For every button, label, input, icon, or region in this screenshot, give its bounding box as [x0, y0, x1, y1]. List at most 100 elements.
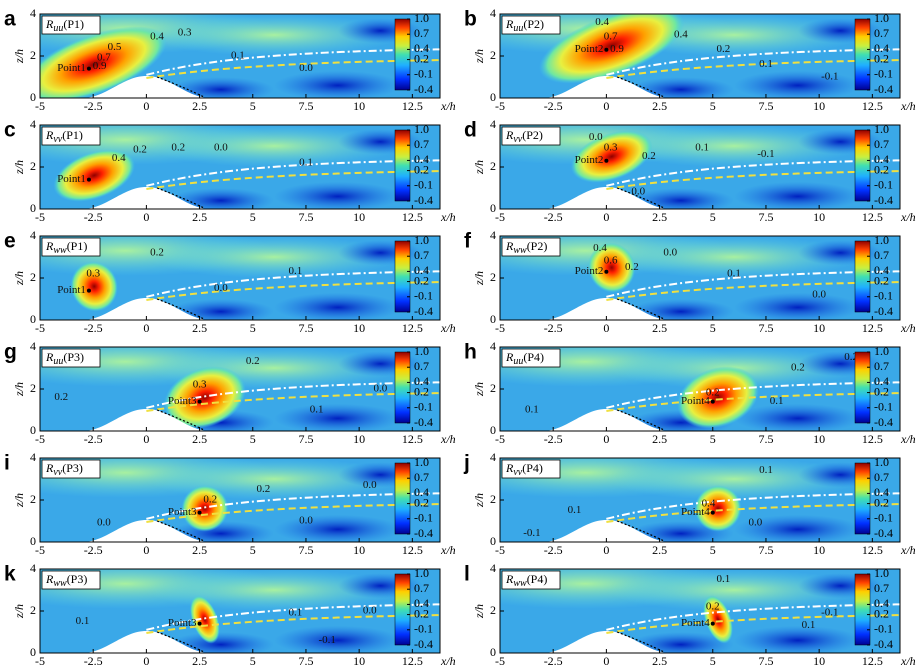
panel-title: Ruu(P4) — [505, 350, 544, 368]
y-axis-label: z/h — [12, 271, 26, 286]
x-tick-label: 5 — [250, 654, 256, 668]
x-tick-label: 5 — [710, 210, 716, 224]
title-symbol: R — [45, 461, 54, 475]
y-tick-label: 4 — [30, 561, 36, 575]
title-probe: (P1) — [62, 128, 83, 142]
y-axis-label: z/h — [472, 493, 486, 508]
contour-label: 0.0 — [812, 288, 826, 300]
title-box — [41, 15, 101, 35]
contour-label: 0.2 — [791, 362, 805, 374]
x-tick-label: 0 — [143, 210, 149, 224]
colorbar-label: -0.4 — [414, 415, 433, 429]
contour-label: 0.1 — [727, 267, 741, 279]
contour-label: 0.1 — [525, 404, 539, 416]
probe-label: Point1 — [57, 173, 86, 185]
x-tick-label: 10 — [353, 210, 365, 224]
x-tick-label: 7.5 — [758, 543, 773, 557]
colorbar-label: 1.0 — [874, 566, 889, 580]
x-tick-label: 7.5 — [298, 654, 313, 668]
hill — [542, 75, 671, 98]
colorbar-label: 0.7 — [414, 248, 429, 262]
x-tick-label: 2.5 — [192, 210, 207, 224]
title-probe: (P2) — [527, 239, 548, 253]
x-tick-label: 10 — [813, 99, 825, 113]
probe-point — [86, 66, 91, 71]
field-region — [274, 625, 402, 653]
x-tick-label: 2.5 — [652, 321, 667, 335]
contour-label: 0.2 — [133, 144, 147, 156]
x-tick-label: 5 — [710, 99, 716, 113]
probe-point — [197, 621, 202, 626]
colorbar-label: 0.7 — [874, 470, 889, 484]
probe-point — [604, 47, 609, 52]
contour-label: 0.2 — [844, 351, 858, 363]
colorbar-label: -0.4 — [414, 304, 433, 318]
panel: 0.2 0.2 0.0 0.0 0.0 Point3 Rvv(P3) i -5 -2.5 0 2.5 5… — [4, 450, 456, 557]
separation-line — [156, 187, 205, 209]
x-tick-label: 0 — [143, 432, 149, 446]
panel-title: Rww(P2) — [505, 239, 547, 257]
colorbar-label: 0.2 — [874, 384, 889, 398]
panel-letter: b — [464, 8, 477, 31]
panel-letter: d — [464, 119, 477, 142]
title-box — [501, 459, 561, 479]
x-axis-label: x/h — [900, 321, 916, 335]
contour-label: 0.4 — [595, 16, 609, 28]
contour-label: 0.3 — [604, 142, 618, 154]
x-tick-label: -2.5 — [544, 432, 563, 446]
probe-point — [197, 399, 202, 404]
panel-title: Rww(P3) — [45, 572, 87, 590]
contour-label: 0.2 — [171, 142, 185, 154]
x-tick-label: -5 — [35, 543, 45, 557]
colorbar-label: 0.4 — [414, 263, 429, 277]
shear-line — [146, 48, 440, 76]
contour-label: -0.1 — [319, 634, 336, 646]
mean-line — [146, 503, 440, 524]
colorbar-label: -0.4 — [414, 637, 433, 651]
x-tick-label: 2.5 — [192, 543, 207, 557]
y-tick-label: 0 — [30, 645, 36, 659]
contour-label: 0.4 — [593, 242, 607, 254]
title-probe: (P4) — [527, 572, 548, 586]
panel: 0.2 0.2 0.1 0.2 0.1 Point4 Ruu(P4) h -5 -2.5 0 2.5 5… — [464, 339, 916, 446]
x-axis-label: x/h — [440, 654, 456, 668]
title-subscript: uu — [53, 23, 63, 34]
title-box — [41, 237, 101, 257]
x-tick-label: 12.5 — [862, 99, 883, 113]
colorbar-label: 1.0 — [414, 122, 429, 136]
y-tick-label: 0 — [490, 423, 496, 437]
x-tick-label: 7.5 — [758, 432, 773, 446]
field-region — [146, 14, 402, 56]
y-axis-label: z/h — [12, 160, 26, 175]
shear-line — [146, 603, 440, 631]
title-subscript: vv — [513, 467, 522, 478]
colorbar-label: -0.4 — [414, 526, 433, 540]
title-symbol: R — [505, 239, 514, 253]
panel-title: Ruu(P1) — [45, 17, 84, 35]
separation-line — [616, 298, 665, 320]
x-tick-label: -5 — [495, 321, 505, 335]
title-subscript: ww — [53, 578, 67, 589]
colorbar-label: 0.4 — [414, 596, 429, 610]
panel-letter: i — [4, 452, 10, 475]
x-tick-label: 10 — [813, 543, 825, 557]
colorbar-label: 0.4 — [414, 485, 429, 499]
x-tick-label: 7.5 — [298, 99, 313, 113]
x-tick-label: -2.5 — [544, 543, 563, 557]
panel-title: Ruu(P2) — [505, 17, 544, 35]
title-probe: (P3) — [62, 461, 83, 475]
colorbar-label: 1.0 — [414, 566, 429, 580]
title-box — [41, 348, 101, 368]
x-tick-label: 7.5 — [298, 543, 313, 557]
colorbar-label: 0.4 — [874, 41, 889, 55]
panel-letter: l — [464, 563, 470, 586]
contour-label: 0.2 — [246, 355, 260, 367]
correlation-peak — [588, 242, 636, 293]
correlation-peak — [70, 261, 118, 312]
contour-label: 0.0 — [589, 131, 603, 143]
title-subscript: vv — [513, 134, 522, 145]
colorbar-label: 0.7 — [414, 581, 429, 595]
